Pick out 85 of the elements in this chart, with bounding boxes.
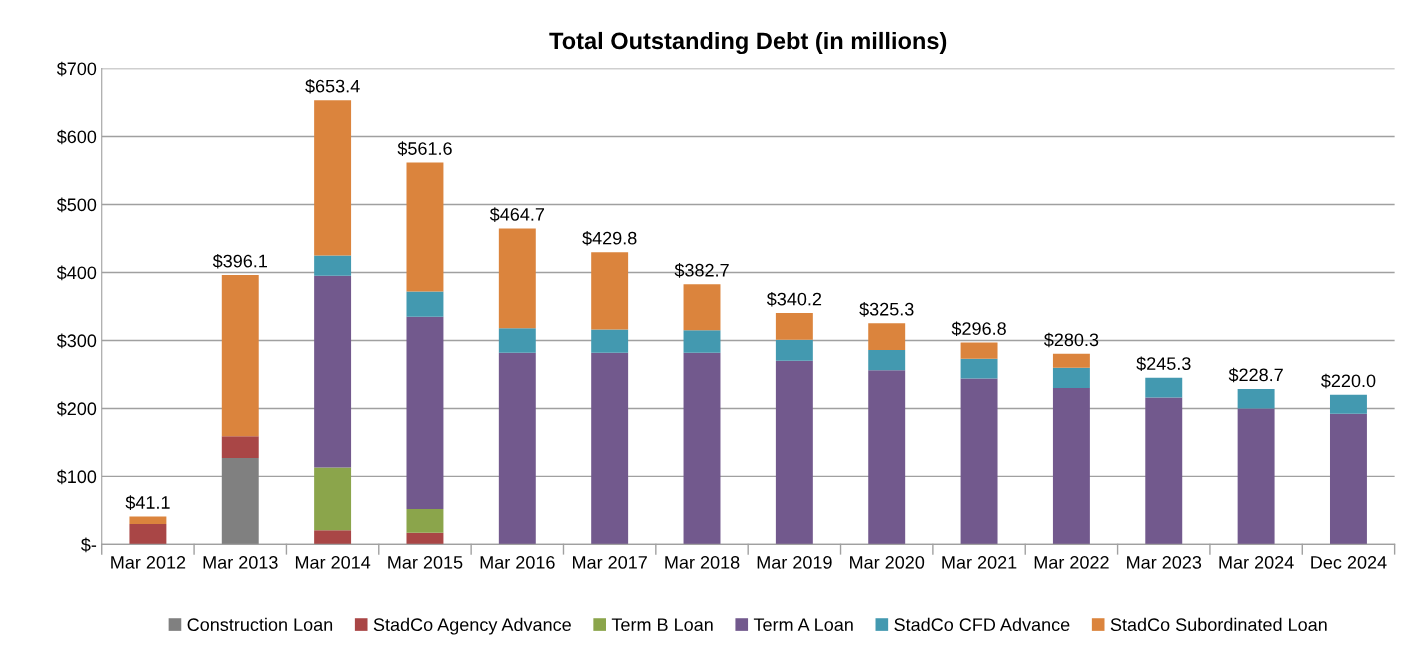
y-tick-label: $600 xyxy=(56,129,97,145)
bar xyxy=(314,100,352,256)
bar xyxy=(406,291,444,317)
x-tick-label: Mar 2018 xyxy=(665,556,740,569)
bar xyxy=(406,162,444,292)
bar xyxy=(314,255,352,276)
total-label: $382.7 xyxy=(674,263,729,278)
bar xyxy=(775,339,813,361)
bar xyxy=(406,316,444,510)
total-label: $220.0 xyxy=(1321,373,1376,389)
bar xyxy=(129,524,167,545)
bar xyxy=(591,329,629,353)
bar xyxy=(775,360,813,545)
legend-label: StadCo Subordinated Loan xyxy=(1110,617,1327,632)
bar xyxy=(1052,367,1090,389)
bar xyxy=(683,352,721,545)
bar xyxy=(1052,388,1090,545)
bar xyxy=(1329,394,1367,414)
x-tick-label: Mar 2013 xyxy=(203,556,278,569)
total-label: $41.1 xyxy=(125,495,170,510)
x-tick-label: Mar 2012 xyxy=(111,556,186,569)
bar xyxy=(591,252,629,330)
bar xyxy=(1052,353,1090,368)
bar xyxy=(1237,388,1275,409)
bar xyxy=(960,358,998,379)
bar xyxy=(1329,413,1367,545)
bar xyxy=(314,530,352,545)
y-tick-label: $200 xyxy=(56,401,97,417)
total-label: $396.1 xyxy=(212,253,267,269)
bar xyxy=(591,352,629,545)
y-tick-label: $100 xyxy=(56,469,97,485)
y-tick-label: $700 xyxy=(56,61,97,77)
bar xyxy=(683,284,721,331)
total-label: $245.3 xyxy=(1136,356,1191,372)
bar xyxy=(406,509,444,533)
bar xyxy=(960,378,998,545)
legend-label: StadCo Agency Advance xyxy=(373,617,571,635)
bar xyxy=(129,516,167,525)
x-tick-label: Mar 2023 xyxy=(1127,556,1202,569)
total-label: $325.3 xyxy=(859,302,914,317)
total-label: $280.3 xyxy=(1043,332,1099,348)
y-tick-label: $- xyxy=(81,537,97,553)
bar xyxy=(221,458,259,545)
bar xyxy=(775,313,813,340)
total-label: $561.6 xyxy=(397,141,452,156)
total-label: $429.8 xyxy=(582,230,637,246)
total-label: $228.7 xyxy=(1228,367,1283,383)
bar xyxy=(314,467,352,531)
bar xyxy=(498,352,536,545)
y-tick-label: $400 xyxy=(56,265,97,281)
bar xyxy=(1237,408,1275,545)
x-tick-label: Mar 2024 xyxy=(1219,556,1294,569)
bar xyxy=(221,436,259,459)
bar xyxy=(868,349,906,371)
legend-label: StadCo CFD Advance xyxy=(894,617,1070,632)
bar xyxy=(221,275,259,437)
bar xyxy=(406,532,444,545)
total-label: $340.2 xyxy=(766,291,822,307)
bar xyxy=(868,370,906,545)
total-label: $653.4 xyxy=(305,78,360,94)
x-tick-label: Mar 2022 xyxy=(1034,556,1109,569)
total-label: $296.8 xyxy=(951,321,1006,337)
x-tick-label: Mar 2020 xyxy=(850,556,925,569)
x-tick-label: Mar 2017 xyxy=(573,556,647,569)
y-tick-label: $300 xyxy=(56,333,97,349)
legend-label: Construction Loan xyxy=(187,617,333,632)
x-tick-label: Mar 2016 xyxy=(480,556,555,569)
chart-title: Total Outstanding Debt (in millions) xyxy=(549,31,947,55)
x-tick-label: Mar 2021 xyxy=(942,556,1017,569)
bar xyxy=(683,330,721,353)
bar xyxy=(314,275,352,468)
x-tick-label: Dec 2024 xyxy=(1311,556,1387,569)
x-tick-label: Mar 2014 xyxy=(295,556,371,569)
bar xyxy=(960,342,998,359)
bar xyxy=(1145,397,1183,545)
x-tick-label: Mar 2019 xyxy=(757,556,832,569)
total-label: $464.7 xyxy=(489,207,545,222)
bar xyxy=(498,328,536,353)
legend-label: Term A Loan xyxy=(753,618,853,632)
bar xyxy=(498,228,536,329)
legend-label: Term B Loan xyxy=(611,618,713,632)
x-tick-label: Mar 2015 xyxy=(388,556,463,569)
bar xyxy=(868,323,906,350)
bar xyxy=(1145,377,1183,398)
y-tick-label: $500 xyxy=(56,197,97,213)
